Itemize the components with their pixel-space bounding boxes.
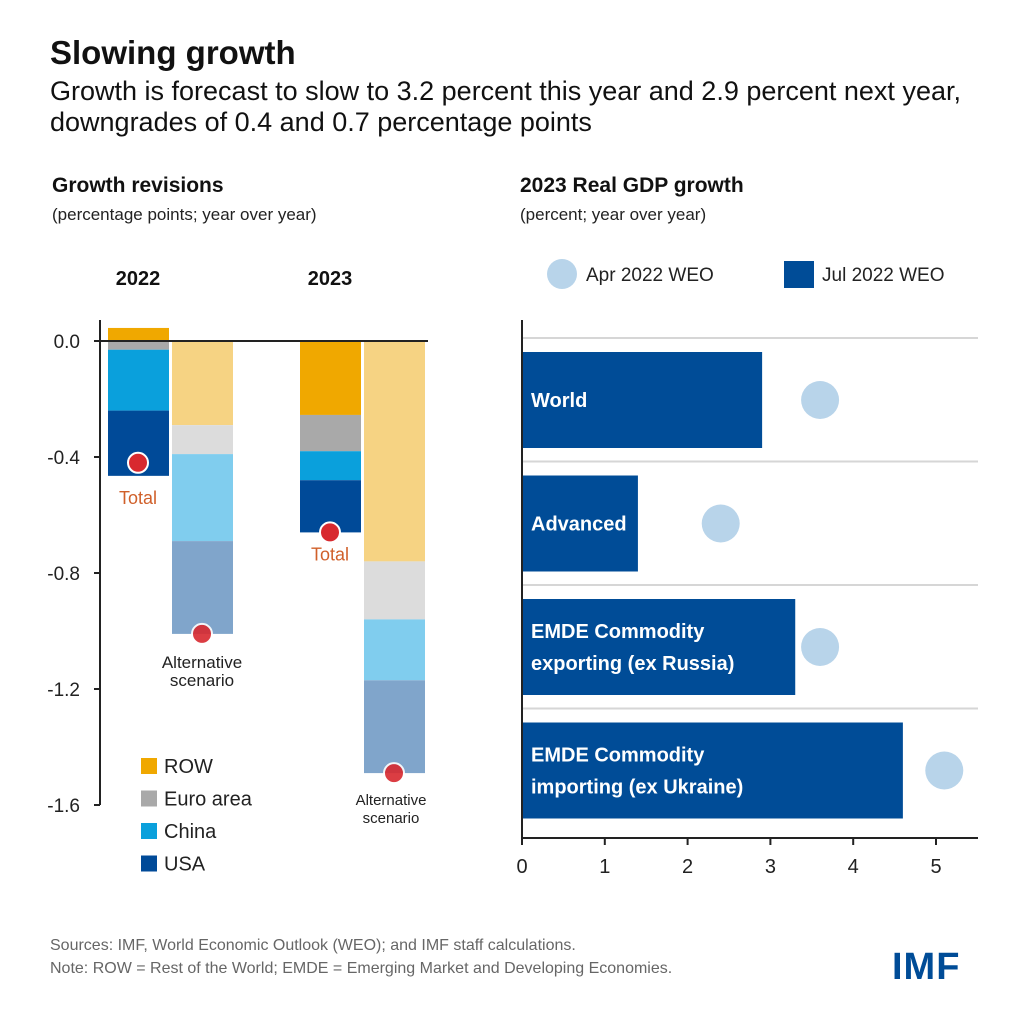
- legend-label-row: ROW: [164, 756, 213, 778]
- bar-Advanced: [522, 475, 638, 572]
- alternative-label-2022: scenario: [170, 671, 234, 690]
- dot-apr-2022-0: [801, 381, 840, 419]
- bar-segment-china-2022-alternative: [172, 454, 233, 542]
- y-tick-label: -1.6: [47, 796, 80, 817]
- imf-logo: IMF: [892, 946, 961, 988]
- legend-label-usa: USA: [164, 854, 206, 876]
- y-tick-label: -0.8: [47, 564, 80, 585]
- legend-label-jul-2022-weo: Jul 2022 WEO: [822, 265, 945, 286]
- y-tick-label: -1.2: [47, 680, 80, 701]
- dot-apr-2022-2: [801, 628, 840, 666]
- bar-segment-usa-2022-alternative: [172, 541, 233, 634]
- legend-label-apr-2022-weo: Apr 2022 WEO: [586, 265, 714, 286]
- chart-subtitle: Growth is forecast to slow to 3.2 percen…: [50, 76, 961, 137]
- category-label-2023: 2023: [308, 268, 353, 290]
- bar-segment-euro-area-2022-alternative: [172, 425, 233, 455]
- dot-apr-2022-3: [925, 751, 964, 790]
- bar-segment-usa-2023-alternative: [364, 680, 425, 774]
- alternative-label-2022: Alternative: [162, 653, 242, 672]
- legend-swatch-euro-area: [141, 790, 157, 807]
- x-tick-label: 5: [930, 856, 941, 878]
- y-tick-label: -0.4: [47, 448, 80, 469]
- bar-segment-row-2022-baseline: [108, 327, 169, 341]
- bar-label: EMDE Commodity: [531, 621, 705, 643]
- bar-segment-china-2023-baseline: [300, 451, 361, 481]
- bar-EMDE Commodity importing (ex Ukraine): [522, 722, 903, 819]
- alternative-label-2023: scenario: [363, 810, 420, 827]
- chart-title: Slowing growth: [50, 34, 296, 71]
- left-panel-title: Growth revisions: [52, 174, 224, 197]
- x-tick-label: 0: [516, 856, 527, 878]
- bar-EMDE Commodity exporting (ex Russia): [522, 599, 796, 695]
- total-label-2023: Total: [311, 544, 349, 564]
- y-tick-label: 0.0: [54, 332, 80, 353]
- dot-apr-2022-1: [701, 504, 740, 543]
- bar-label: EMDE Commodity: [531, 745, 705, 767]
- note-text: Note: ROW = Rest of the World; EMDE = Em…: [50, 960, 673, 977]
- bar-segment-euro-area-2023-alternative: [364, 561, 425, 620]
- bar-label: World: [531, 390, 587, 412]
- bar-label: importing (ex Ukraine): [531, 777, 743, 799]
- bar-segment-euro-area-2022-baseline: [108, 341, 169, 350]
- legend-dot-apr-2022-weo: [547, 259, 577, 289]
- legend-label-euro-area: Euro area: [164, 789, 253, 811]
- x-tick-label: 3: [765, 856, 776, 878]
- legend-swatch-usa: [141, 855, 157, 872]
- bar-World: [522, 352, 763, 448]
- alternative-label-2023: Alternative: [356, 792, 427, 809]
- bar-segment-row-2023-alternative: [364, 341, 425, 562]
- total-dot-2023: [319, 521, 341, 544]
- total-dot-2022: [127, 451, 149, 474]
- bar-segment-row-2022-alternative: [172, 341, 233, 426]
- bar-segment-row-2023-baseline: [300, 341, 361, 415]
- bar-segment-euro-area-2023-baseline: [300, 414, 361, 452]
- bar-segment-china-2023-alternative: [364, 619, 425, 681]
- bar-segment-china-2022-baseline: [108, 349, 169, 411]
- legend-label-china: China: [164, 821, 217, 843]
- alternative-dot-2022: [191, 622, 213, 645]
- legend-swatch-china: [141, 823, 157, 839]
- bar-label: Advanced: [531, 514, 627, 536]
- x-tick-label: 4: [848, 856, 859, 878]
- total-label-2022: Total: [119, 488, 157, 508]
- bar-label: exporting (ex Russia): [531, 653, 734, 675]
- left-panel-subtitle: (percentage points; year over year): [52, 205, 317, 224]
- x-tick-label: 2: [682, 856, 693, 878]
- category-label-2022: 2022: [116, 268, 161, 290]
- alternative-dot-2023: [383, 762, 405, 785]
- x-tick-label: 1: [599, 856, 610, 878]
- legend-swatch-row: [141, 758, 157, 774]
- legend-swatch-jul-2022-weo: [784, 261, 814, 288]
- right-panel-title: 2023 Real GDP growth: [520, 174, 744, 197]
- footer: Sources: IMF, World Economic Outlook (WE…: [50, 934, 672, 980]
- right-panel-subtitle: (percent; year over year): [520, 205, 707, 224]
- sources-text: Sources: IMF, World Economic Outlook (WE…: [50, 937, 576, 954]
